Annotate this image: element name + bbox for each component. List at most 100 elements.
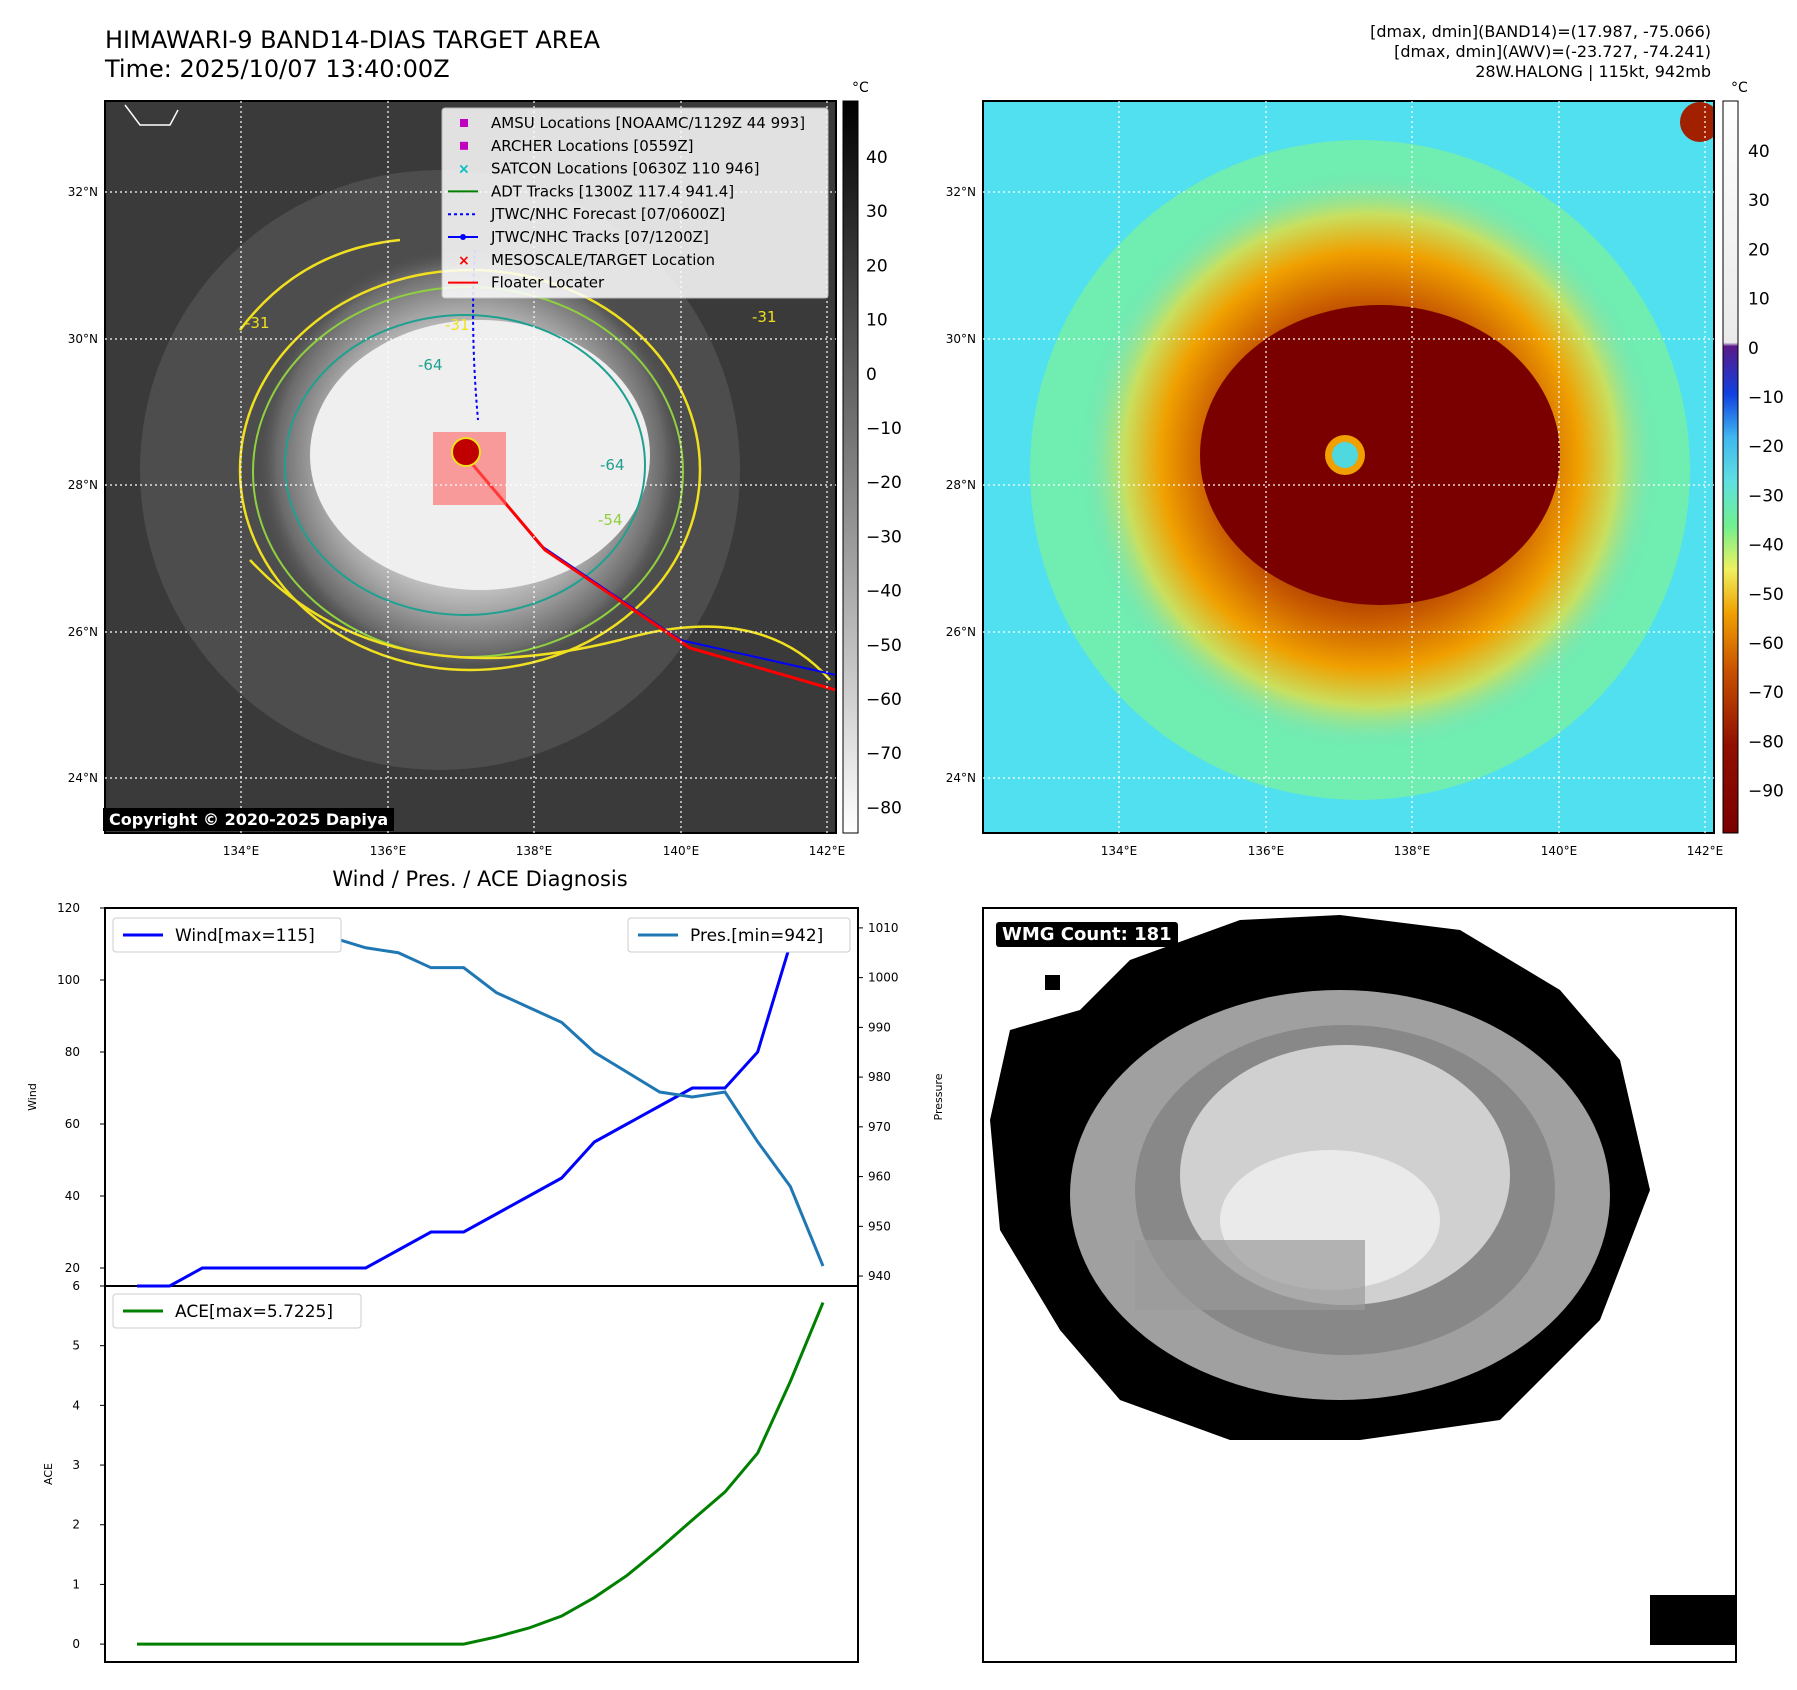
pressure-axis-label: Pressure xyxy=(932,1073,945,1120)
lon-tick-label: 138°E xyxy=(1394,844,1431,858)
color-colorbar xyxy=(1722,100,1739,834)
legend-label: Floater Locater xyxy=(491,274,605,292)
gray-colorbar-tick: −20 xyxy=(866,473,902,493)
pressure-tick-label: 960 xyxy=(868,1170,891,1184)
ace-tick-label: 1 xyxy=(72,1577,80,1591)
legend-marker: × xyxy=(458,162,470,178)
legend-marker xyxy=(460,119,468,127)
chart-title: Wind / Pres. / ACE Diagnosis xyxy=(332,867,627,891)
gray-colorbar xyxy=(842,100,859,834)
title-line-1: HIMAWARI-9 BAND14-DIAS TARGET AREA xyxy=(105,26,601,54)
map-legend: AMSU Locations [NOAAMC/1129Z 44 993] ARCH… xyxy=(441,107,829,299)
lon-tick-label: 136°E xyxy=(1248,844,1285,858)
legend-label: AMSU Locations [NOAAMC/1129Z 44 993] xyxy=(491,114,805,132)
color-colorbar-tick: −20 xyxy=(1748,437,1784,457)
ace-axis-label: ACE xyxy=(42,1463,55,1485)
lon-tick-label: 140°E xyxy=(1541,844,1578,858)
color-colorbar-tick: 30 xyxy=(1748,191,1770,211)
pressure-tick-label: 990 xyxy=(868,1020,891,1034)
pressure-tick-label: 1000 xyxy=(868,971,899,985)
ace-tick-label: 0 xyxy=(72,1637,80,1651)
lon-tick-label: 142°E xyxy=(1687,844,1724,858)
pressure-legend: Pres.[min=942] xyxy=(627,917,851,953)
pressure-legend-label: Pres.[min=942] xyxy=(690,926,823,946)
lat-tick-label: 26°N xyxy=(946,625,976,639)
wmg-frame xyxy=(982,907,1737,1663)
gray-colorbar-tick: −60 xyxy=(866,690,902,710)
wmg-count-badge: WMG Count: 181 xyxy=(996,922,1178,947)
ace-tick-label: 3 xyxy=(72,1458,80,1472)
lat-tick-label: 32°N xyxy=(68,185,98,199)
gray-colorbar-tick: 30 xyxy=(866,202,888,222)
wind-pressure-plot-frame xyxy=(104,907,859,1287)
pressure-series-line xyxy=(137,926,825,1267)
color-colorbar-tick: 20 xyxy=(1748,240,1770,260)
contour-label: -31 xyxy=(752,308,777,326)
wind-axis-label: Wind xyxy=(26,1083,39,1111)
color-colorbar-tick: −60 xyxy=(1748,634,1784,654)
legend-label: JTWC/NHC Tracks [07/1200Z] xyxy=(490,228,709,246)
pressure-tick-label: 950 xyxy=(868,1219,891,1233)
lat-tick-label: 28°N xyxy=(946,478,976,492)
wind-legend-label: Wind[max=115] xyxy=(175,926,315,946)
contour-label: -64 xyxy=(600,456,625,474)
gray-colorbar-tick: −40 xyxy=(866,582,902,602)
gray-colorbar-tick: 10 xyxy=(866,311,888,331)
legend-label: ARCHER Locations [0559Z] xyxy=(491,137,694,155)
lat-tick-label: 24°N xyxy=(946,771,976,785)
legend-marker xyxy=(460,141,468,150)
legend-item: × MESOSCALE/TARGET Location xyxy=(458,251,715,269)
legend-item: × SATCON Locations [0630Z 110 946] xyxy=(458,160,759,178)
info-line-3: 28W.HALONG | 115kt, 942mb xyxy=(1475,62,1711,81)
legend-item: JTWC/NHC Tracks [07/1200Z] xyxy=(448,228,709,246)
color-colorbar-tick: −50 xyxy=(1748,585,1784,605)
lat-tick-label: 30°N xyxy=(68,332,98,346)
gray-colorbar-tick: −80 xyxy=(866,798,902,818)
copyright-badge: Copyright © 2020-2025 Dapiya xyxy=(103,808,395,831)
legend-item: ADT Tracks [1300Z 117.4 941.4] xyxy=(448,182,734,200)
lat-tick-label: 32°N xyxy=(946,185,976,199)
color-colorbar-tick: −90 xyxy=(1748,782,1784,802)
pressure-tick-label: 940 xyxy=(868,1269,891,1283)
pressure-tick-label: 970 xyxy=(868,1120,891,1134)
title-line-2: Time: 2025/10/07 13:40:00Z xyxy=(105,55,450,83)
color-colorbar-tick: 10 xyxy=(1748,290,1770,310)
gray-colorbar-tick: −10 xyxy=(866,419,902,439)
lon-tick-label: 134°E xyxy=(223,844,260,858)
contour-label: -64 xyxy=(418,356,443,374)
ir-map-frame xyxy=(104,100,837,834)
legend-marker: × xyxy=(458,253,470,269)
legend-item: ARCHER Locations [0559Z] xyxy=(460,137,694,155)
ace-tick-label: 5 xyxy=(72,1339,80,1353)
legend-label: SATCON Locations [0630Z 110 946] xyxy=(491,160,759,178)
color-colorbar-tick: 40 xyxy=(1748,142,1770,162)
gray-colorbar-tick: −70 xyxy=(866,744,902,764)
color-colorbar-tick: −40 xyxy=(1748,536,1784,556)
contour-label: -31 xyxy=(445,316,470,334)
color-colorbar-unit: °C xyxy=(1731,80,1748,96)
legend-label: ADT Tracks [1300Z 117.4 941.4] xyxy=(491,182,734,200)
color-colorbar-tick: −70 xyxy=(1748,683,1784,703)
color-colorbar-tick: −80 xyxy=(1748,732,1784,752)
color-map-panel xyxy=(983,101,1714,833)
lat-tick-label: 26°N xyxy=(68,625,98,639)
wind-tick-label: 20 xyxy=(65,1261,80,1275)
ace-plot-frame xyxy=(104,1285,859,1663)
legend-label: MESOSCALE/TARGET Location xyxy=(491,251,715,269)
lat-tick-label: 28°N xyxy=(68,478,98,492)
color-map-grid xyxy=(983,101,1714,833)
color-colorbar-tick: −30 xyxy=(1748,486,1784,506)
wind-tick-label: 60 xyxy=(65,1117,80,1131)
gray-colorbar-tick: 20 xyxy=(866,256,888,276)
info-line-2: [dmax, dmin](AWV)=(-23.727, -74.241) xyxy=(1394,42,1711,61)
ace-tick-label: 4 xyxy=(72,1398,80,1412)
wmg-panel xyxy=(983,908,1736,1662)
wind-pressure-plot: 20 40 60 80 100 120 940 950 960 970 980 990 1000 1010 xyxy=(57,901,899,1288)
lat-tick-label: 24°N xyxy=(68,771,98,785)
pressure-tick-label: 1010 xyxy=(868,921,899,935)
wind-series-line xyxy=(137,924,824,1288)
wind-tick-label: 40 xyxy=(65,1189,80,1203)
lon-tick-label: 142°E xyxy=(809,844,846,858)
gray-colorbar-tick: 40 xyxy=(866,148,888,168)
